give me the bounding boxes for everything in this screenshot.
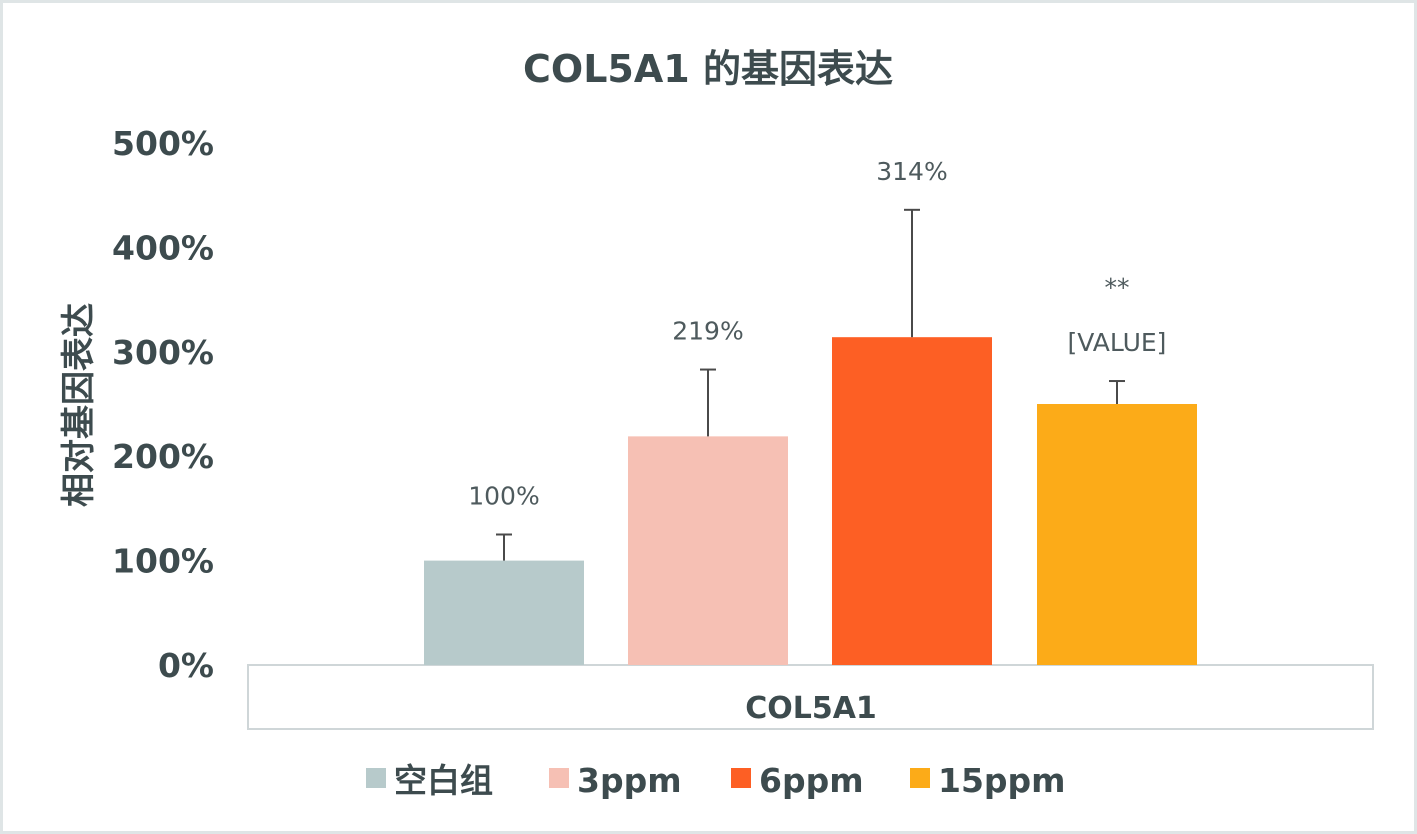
significance-marker: ** (1105, 273, 1130, 302)
legend-swatch (549, 768, 569, 788)
data-label: 100% (468, 482, 539, 511)
legend: 空白组 3ppm 6ppm 15ppm (366, 761, 1066, 800)
y-axis-label: 相对基因表达 (59, 303, 99, 507)
bar (424, 560, 584, 665)
bar-series: 100% 219% 314% [VALUE] ** (424, 157, 1197, 665)
y-tick-label: 100% (112, 542, 214, 581)
legend-swatch (731, 768, 751, 788)
legend-label: 6ppm (759, 761, 864, 800)
data-label: 219% (672, 317, 743, 346)
y-tick-label: 200% (112, 437, 214, 476)
y-axis-ticks: 0% 100% 200% 300% 400% 500% (112, 124, 214, 685)
bar (1037, 404, 1197, 665)
x-category-label: COL5A1 (745, 691, 877, 726)
legend-label: 15ppm (938, 761, 1066, 800)
legend-label: 空白组 (394, 761, 493, 800)
bar (628, 436, 788, 665)
legend-swatch (366, 768, 386, 788)
y-tick-label: 500% (112, 124, 214, 163)
y-tick-label: 300% (112, 333, 214, 372)
data-label: 314% (876, 157, 947, 186)
bar (832, 337, 992, 665)
y-tick-label: 0% (158, 646, 214, 685)
legend-label: 3ppm (577, 761, 682, 800)
legend-swatch (910, 768, 930, 788)
data-label: [VALUE] (1068, 328, 1167, 357)
chart-title: COL5A1 的基因表达 (523, 47, 893, 91)
y-tick-label: 400% (112, 228, 214, 267)
